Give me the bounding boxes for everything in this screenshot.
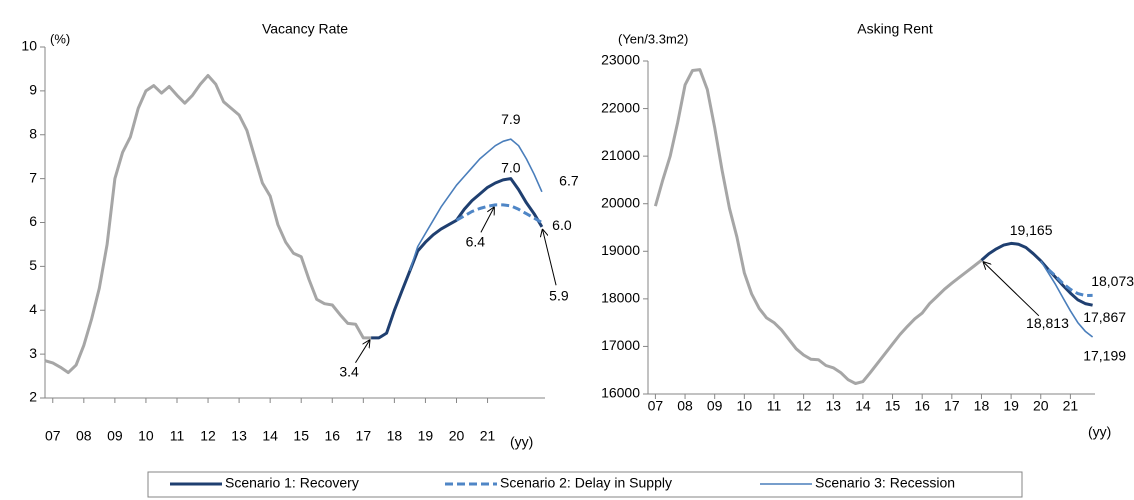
annotation-arrow — [355, 340, 369, 363]
y-tick-label: 10 — [21, 38, 37, 54]
x-tick-label: 10 — [737, 398, 753, 414]
line-series — [371, 177, 544, 340]
x-tick-label: 15 — [885, 398, 901, 414]
legend-box — [147, 471, 1023, 498]
y-tick-label: 7 — [29, 169, 37, 185]
x-axis-label: (yy) — [1088, 424, 1111, 440]
line-series — [455, 203, 543, 224]
line-series — [980, 241, 1093, 307]
data-label: 6.4 — [466, 234, 486, 250]
x-tick-label: 10 — [138, 428, 154, 444]
line-series — [1040, 260, 1094, 338]
x-tick-label: 12 — [200, 428, 216, 444]
x-tick-label: 16 — [914, 398, 930, 414]
x-tick-label: 18 — [974, 398, 990, 414]
x-tick-label: 17 — [356, 428, 372, 444]
x-tick-label: 07 — [45, 428, 61, 444]
annotation-arrow — [480, 208, 494, 233]
x-tick-label: 18 — [387, 428, 403, 444]
data-label: 5.9 — [549, 288, 569, 304]
line-series — [1047, 268, 1093, 297]
line-series — [409, 138, 543, 272]
annotation-arrow — [543, 230, 557, 286]
y-tick-label: 6 — [29, 213, 37, 229]
x-tick-label: 13 — [825, 398, 841, 414]
x-tick-label: 19 — [1003, 398, 1019, 414]
x-tick-label: 21 — [1063, 398, 1079, 414]
x-tick-label: 17 — [944, 398, 960, 414]
legend-label: Scenario 2: Delay in Supply — [500, 475, 672, 491]
y-tick-label: 2 — [29, 389, 37, 405]
y-tick-label: 3 — [29, 345, 37, 361]
x-tick-label: 12 — [796, 398, 812, 414]
data-label: 18,813 — [1026, 315, 1069, 331]
y-tick-label: 4 — [29, 301, 37, 317]
x-tick-label: 09 — [707, 398, 723, 414]
y-tick-label: 5 — [29, 257, 37, 273]
x-tick-label: 16 — [324, 428, 340, 444]
x-tick-label: 20 — [1033, 398, 1049, 414]
y-tick-label: 22000 — [601, 99, 640, 115]
x-tick-label: 21 — [480, 428, 496, 444]
chart-title: Asking Rent — [857, 21, 933, 37]
data-label: 17,867 — [1083, 309, 1126, 325]
legend-label: Scenario 1: Recovery — [225, 475, 359, 491]
y-tick-label: 19000 — [601, 242, 640, 258]
data-label: 7.9 — [501, 111, 521, 127]
x-tick-label: 20 — [449, 428, 465, 444]
y-tick-label: 17000 — [601, 337, 640, 353]
line-series — [44, 74, 372, 375]
x-tick-label: 19 — [418, 428, 434, 444]
y-axis-label: (%) — [50, 31, 70, 46]
data-label: 6.7 — [559, 172, 579, 188]
data-label: 3.4 — [339, 364, 359, 380]
y-tick-label: 20000 — [601, 194, 640, 210]
x-tick-label: 14 — [855, 398, 871, 414]
x-tick-label: 14 — [262, 428, 278, 444]
data-label: 18,073 — [1091, 273, 1134, 289]
x-tick-label: 11 — [170, 428, 185, 444]
y-tick-label: 9 — [29, 82, 37, 98]
data-label: 7.0 — [501, 159, 521, 175]
line-series — [653, 68, 983, 385]
y-tick-label: 18000 — [601, 290, 640, 306]
y-axis-label: (Yen/3.3m2) — [618, 31, 688, 46]
x-tick-label: 11 — [767, 398, 782, 414]
data-label: 6.0 — [552, 217, 572, 233]
y-tick-label: 16000 — [601, 385, 640, 401]
x-tick-label: 08 — [76, 428, 92, 444]
y-tick-label: 21000 — [601, 147, 640, 163]
x-tick-label: 15 — [293, 428, 309, 444]
y-tick-label: 8 — [29, 125, 37, 141]
legend-label: Scenario 3: Recession — [815, 475, 955, 491]
chart-title: Vacancy Rate — [262, 21, 348, 37]
x-tick-label: 08 — [677, 398, 693, 414]
annotation-arrow — [984, 262, 1040, 317]
y-tick-label: 23000 — [601, 52, 640, 68]
x-tick-label: 13 — [231, 428, 247, 444]
x-axis-label: (yy) — [510, 434, 533, 450]
data-label: 19,165 — [1010, 222, 1053, 238]
x-tick-label: 09 — [107, 428, 123, 444]
x-tick-label: 07 — [648, 398, 664, 414]
data-label: 17,199 — [1083, 348, 1126, 364]
